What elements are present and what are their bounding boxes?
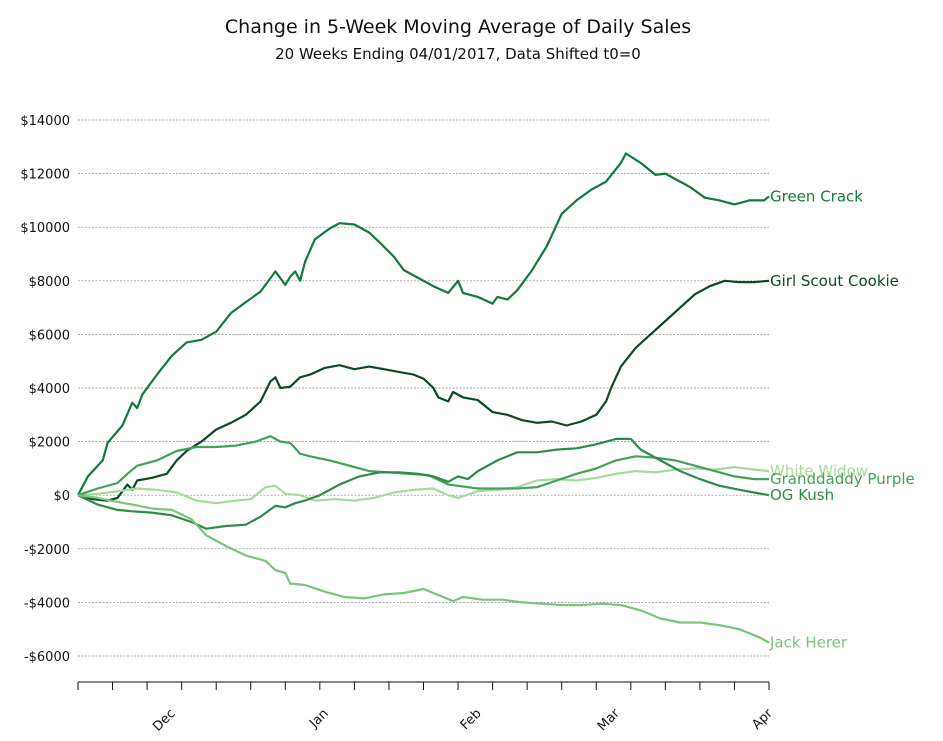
series-label: Granddaddy Purple	[770, 470, 915, 488]
x-axis: Dec Jan Feb Mar Apr	[77, 681, 776, 735]
chart-subtitle: 20 Weeks Ending 04/01/2017, Data Shifted…	[275, 45, 641, 63]
series-line	[77, 152, 770, 496]
x-tick-label: Dec	[150, 706, 178, 734]
series-line	[77, 494, 770, 644]
y-tick-label: $4000	[29, 382, 70, 397]
x-tick-label: Feb	[458, 706, 485, 733]
grid-lines	[78, 119, 769, 657]
y-tick-label: $8000	[29, 275, 70, 290]
series-line	[77, 437, 770, 530]
chart-title: Change in 5-Week Moving Average of Daily…	[225, 16, 691, 38]
series-lines	[77, 152, 770, 644]
y-tick-label: $6000	[29, 328, 70, 343]
y-tick-label: -$4000	[24, 596, 70, 611]
series-labels: Green Crack Girl Scout Cookie White WidowG…	[769, 187, 915, 651]
x-tick-label: Jan	[306, 706, 331, 731]
series-label: Jack Herer	[769, 634, 848, 652]
series-label: Girl Scout Cookie	[770, 272, 899, 290]
x-tick-label: Mar	[595, 706, 623, 734]
series-label: White Widow	[770, 462, 868, 480]
series-line	[77, 435, 769, 497]
y-tick-label: $12000	[20, 168, 70, 183]
y-tick-label: -$2000	[24, 543, 70, 558]
x-tick-label: Apr	[749, 706, 776, 733]
y-tick-label: $14000	[20, 114, 70, 129]
y-tick-label: $2000	[29, 436, 70, 451]
series-line	[77, 279, 770, 502]
y-axis: $14000 $12000 $10000 $8000 $6000 $4000 $2000 $0…	[20, 114, 70, 665]
y-tick-label: -$6000	[24, 650, 70, 665]
series-label: OG Kush	[770, 486, 834, 504]
y-tick-label: $0	[53, 489, 70, 504]
series-line	[77, 466, 770, 505]
y-tick-label: $10000	[20, 221, 70, 236]
series-label: Green Crack	[770, 187, 863, 205]
